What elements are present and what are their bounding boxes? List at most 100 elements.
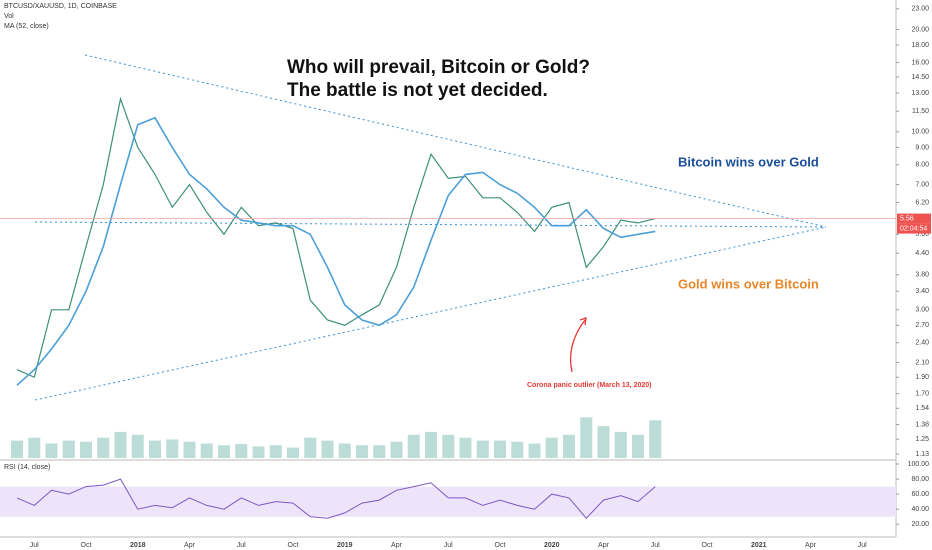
price-line [16, 96, 656, 379]
y-tick-label: 3.40 [915, 288, 929, 295]
y-tick-label: 60.00 [911, 491, 929, 498]
volume-bar [131, 434, 144, 458]
y-tick-label: 20.00 [911, 521, 929, 528]
x-tick-label: 2018 [130, 542, 146, 549]
volume-bar [45, 443, 58, 458]
y-tick-label: 8.00 [915, 162, 929, 169]
x-tick-label: Oct [288, 542, 299, 549]
y-tick-label: 5.00 [915, 231, 929, 238]
headline: The battle is not yet decided. [287, 80, 548, 101]
volume-bar [597, 426, 610, 458]
x-tick-label: Apr [598, 542, 610, 549]
y-tick-label: 1.70 [915, 391, 929, 398]
symbol-title: BTCUSD/XAUUSD, 1D, COINBASE [4, 3, 117, 10]
x-tick-label: Jul [30, 542, 39, 549]
y-tick-label: 3.00 [915, 307, 929, 314]
x-tick-label: Oct [495, 542, 506, 549]
x-tick-label: Jul [444, 542, 453, 549]
volume-bar [149, 440, 161, 458]
volume-bar [218, 445, 230, 458]
volume-bar [28, 437, 41, 458]
volume-bar [494, 440, 506, 458]
price-tag [897, 213, 931, 224]
volume-bar [407, 434, 420, 458]
volume-bar [200, 443, 213, 458]
volume-bar [183, 441, 196, 458]
volume-bar [649, 420, 662, 458]
volume-bar [580, 417, 593, 458]
annotation: Corona panic outlier (March 13, 2020) [527, 382, 651, 389]
volume-bar [476, 440, 489, 458]
y-tick-label: 1.25 [915, 436, 929, 443]
x-tick-label: Oct [81, 542, 92, 549]
headline: Who will prevail, Bitcoin or Gold? [287, 57, 590, 78]
volume-bar [632, 434, 644, 458]
y-tick-label: 13.00 [911, 90, 929, 97]
volume-bar [80, 441, 92, 458]
y-tick-label: 3.80 [915, 272, 929, 279]
volume-bar [390, 441, 403, 458]
volume-bar [269, 445, 282, 458]
volume-bar [321, 440, 334, 458]
volume-bar [356, 445, 368, 458]
volume-bar [563, 434, 575, 458]
x-tick-label: 2020 [544, 542, 560, 549]
volume-bar [11, 440, 23, 458]
y-tick-label: 4.40 [915, 250, 929, 257]
volume-bar [528, 443, 541, 458]
rsi-line [16, 478, 656, 519]
x-tick-label: 2019 [337, 542, 353, 549]
x-tick-label: Apr [805, 542, 817, 549]
volume-bar [97, 437, 110, 458]
y-tick-label: 11.50 [912, 108, 929, 115]
price-tag-label: 5.56 [900, 215, 914, 222]
volume-bar [62, 440, 75, 458]
y-tick-label: 100.00 [908, 461, 930, 468]
volume-bar [287, 447, 299, 458]
volume-bar [235, 444, 248, 458]
y-tick-label: 20.00 [911, 26, 929, 33]
rsi-legend: RSI (14, close) [4, 464, 50, 471]
volume-bar [442, 434, 455, 458]
y-tick-label: 18.00 [911, 42, 929, 49]
y-tick-label: 9.00 [915, 144, 929, 151]
y-tick-label: 10.00 [911, 129, 929, 136]
volume-bar [338, 443, 351, 458]
y-tick-label: 1.38 [915, 421, 929, 428]
volume-bar [545, 437, 558, 458]
x-tick-label: Jul [651, 542, 660, 549]
countdown-label: 02:04:54 [900, 225, 927, 232]
volume-bar [459, 437, 472, 458]
y-tick-label: 23.00 [911, 6, 929, 13]
y-tick-label: 1.90 [915, 374, 929, 381]
y-tick-label: 2.10 [915, 359, 929, 366]
volume-legend: Vol [4, 13, 14, 20]
arrow [569, 319, 586, 373]
ma-legend: MA (52, close) [4, 23, 49, 30]
y-tick-label: 1.13 [915, 451, 929, 458]
y-tick-label: 80.00 [911, 476, 929, 483]
y-tick-label: 16.00 [911, 59, 929, 66]
volume-bar [166, 439, 179, 458]
countdown-tag [897, 223, 931, 234]
trend-line [34, 221, 827, 228]
volume-bar [373, 445, 386, 458]
annotation: Bitcoin wins over Gold [678, 154, 819, 169]
trend-line [84, 54, 827, 228]
y-tick-label: 2.40 [915, 340, 929, 347]
volume-bar [425, 431, 437, 458]
y-tick-label: 7.00 [915, 181, 929, 188]
volume-bar [304, 437, 317, 458]
arrow-head [579, 317, 587, 326]
x-tick-label: 2021 [751, 542, 767, 549]
volume-bar [614, 431, 627, 458]
y-tick-label: 14.50 [911, 74, 929, 81]
y-tick-label: 2.70 [915, 322, 929, 329]
rsi-band [0, 486, 896, 517]
x-tick-label: Jul [237, 542, 246, 549]
x-tick-label: Apr [184, 542, 196, 549]
x-tick-label: Oct [702, 542, 713, 549]
x-tick-label: Jul [858, 542, 867, 549]
